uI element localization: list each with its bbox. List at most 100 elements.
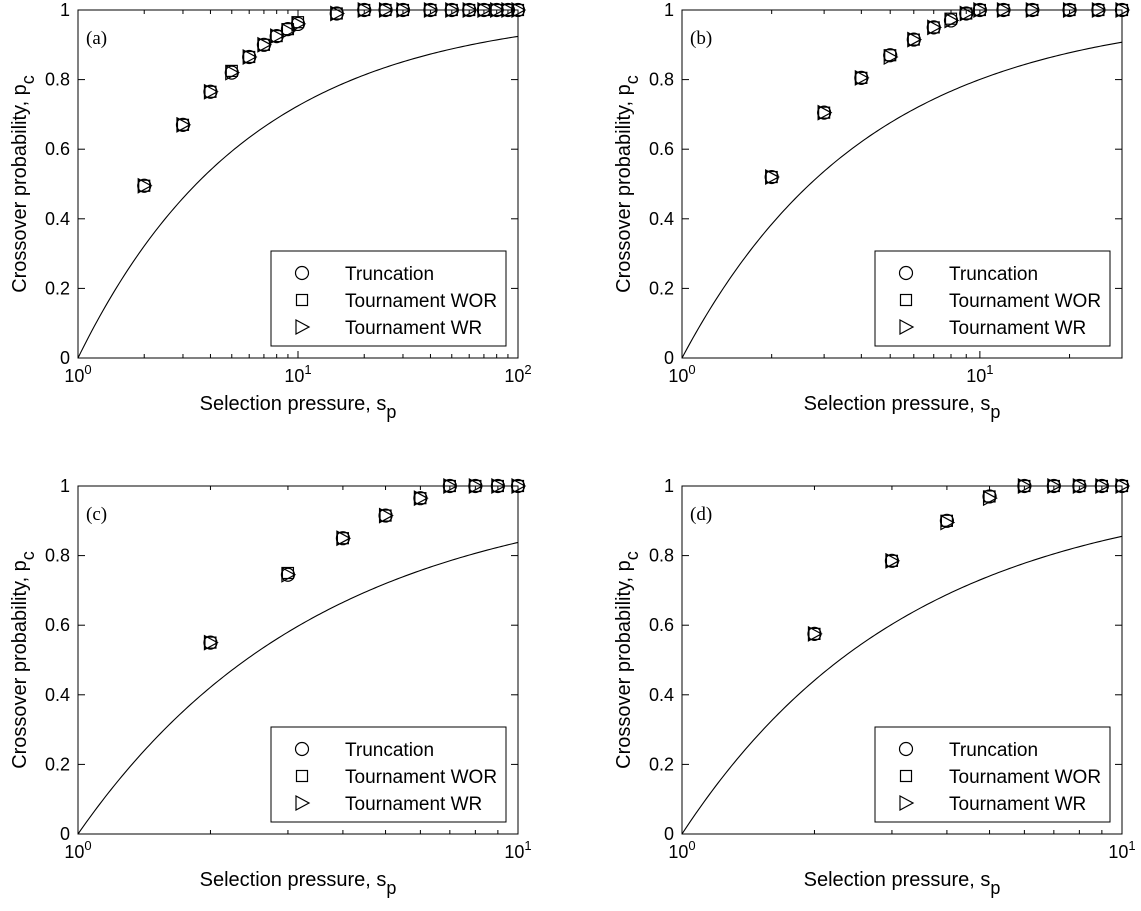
triangle-marker [462,1,478,19]
triangle-marker [468,477,484,495]
legend-box [270,726,507,823]
legend-entry: Tournament WOR [345,291,497,312]
y-tick-label: 1 [60,476,70,496]
triangle-marker [203,83,219,100]
y-tick-label: 0.8 [45,546,70,566]
panel-b: 100 101 0 0.2 0.4 0.6 0.8 1 (b) Truncation Tournam… [613,0,1131,422]
legend-entry: Tournament WOR [949,291,1101,312]
legend-entry: Tournament WOR [345,767,497,788]
y-tick-label: 0.8 [649,70,674,90]
triangle-marker [959,5,975,22]
y-tick-label: 0.8 [45,70,70,90]
triangle-marker [944,12,960,29]
triangle-marker [1115,477,1131,495]
panel-label: (b) [690,28,712,49]
triangle-marker [940,514,956,531]
triangle-marker [281,22,297,39]
legend: Truncation Tournament WOR Tournament WR [270,726,507,823]
legend: Truncation Tournament WOR Tournament WR [270,250,507,347]
y-tick-label: 0.2 [45,754,70,774]
triangle-marker [330,5,346,22]
triangle-marker [982,490,998,507]
legend-entry: Tournament WR [949,318,1086,339]
theory-curve [681,41,1123,359]
legend-entry: Truncation [949,264,1038,285]
y-tick-label: 0.2 [649,754,674,774]
triangle-marker [1115,1,1131,19]
y-tick-label: 1 [664,476,674,496]
legend-triangle-marker [899,318,915,336]
y-tick-label: 0 [664,824,674,844]
x-tick-label: 101 [284,362,311,386]
triangle-marker [491,477,507,495]
y-tick-label: 0.4 [649,209,674,229]
legend-circle-marker [294,741,310,757]
theory-curve [77,541,519,835]
x-tick-label: 102 [504,362,531,386]
y-tick-label: 0.6 [649,139,674,159]
legend-entry: Tournament WR [345,318,482,339]
triangle-marker [291,15,307,32]
triangle-marker [501,1,517,19]
legend: Truncation Tournament WOR Tournament WR [874,726,1111,823]
triangle-marker [413,490,429,507]
legend-circle-marker [294,265,310,281]
y-tick-label: 0.2 [45,278,70,298]
series-triangle [137,1,527,194]
triangle-marker [817,104,833,121]
triangle-marker [357,1,373,19]
y-tick-label: 0 [60,824,70,844]
y-tick-label: 0.4 [45,209,70,229]
x-tick-label: 101 [966,362,993,386]
triangle-marker [445,1,461,19]
legend-box [874,726,1111,823]
legend: Truncation Tournament WOR Tournament WR [874,250,1111,347]
triangle-marker [1091,1,1107,19]
x-tick-label: 100 [668,838,695,862]
triangle-marker [996,1,1012,19]
x-axis-label: Selection pressure, sp [804,869,1001,898]
x-axis-label: Selection pressure, sp [200,393,397,422]
triangle-marker [1025,1,1041,19]
triangle-marker [242,48,258,65]
legend-entry: Truncation [345,264,434,285]
triangle-marker [257,36,273,53]
triangle-marker [477,1,493,19]
panel-c: 100 101 0 0.2 0.4 0.6 0.8 1 (c) Truncation Tournam… [9,476,532,898]
y-axis-label: Crossover probability, pc [613,551,642,769]
triangle-marker [927,19,943,36]
triangle-marker [281,566,297,583]
legend-box [270,250,507,347]
legend-square-marker [295,769,309,783]
triangle-marker [885,552,901,569]
y-tick-label: 0.2 [649,278,674,298]
x-tick-label: 100 [64,362,91,386]
triangle-marker [1062,1,1078,19]
triangle-marker [137,177,153,194]
triangle-marker [396,1,412,19]
legend-entry: Tournament WR [949,794,1086,815]
triangle-marker [807,625,823,642]
panel-a: 100 101 102 0 0.2 0.4 0.6 0.8 1 (a) Truncation Tour… [9,0,532,422]
y-axis-label: Crossover probability, pc [9,551,38,769]
x-tick-label: 101 [504,838,531,862]
triangle-marker [1017,477,1033,495]
legend-circle-marker [898,265,914,281]
theory-curve [77,35,519,359]
legend-square-marker [295,293,309,307]
y-axis-label: Crossover probability, pc [613,75,642,293]
x-tick-label: 101 [1108,838,1135,862]
panel-label: (c) [86,504,107,525]
x-axis-label: Selection pressure, sp [200,869,397,898]
triangle-marker [907,31,923,48]
triangle-marker [378,507,394,524]
y-tick-label: 0.8 [649,546,674,566]
triangle-marker [854,69,870,86]
legend-triangle-marker [295,318,311,336]
legend-box [874,250,1111,347]
triangle-marker [378,1,394,19]
series-triangle [807,477,1131,642]
legend-circle-marker [898,741,914,757]
legend-entry: Tournament WOR [949,767,1101,788]
